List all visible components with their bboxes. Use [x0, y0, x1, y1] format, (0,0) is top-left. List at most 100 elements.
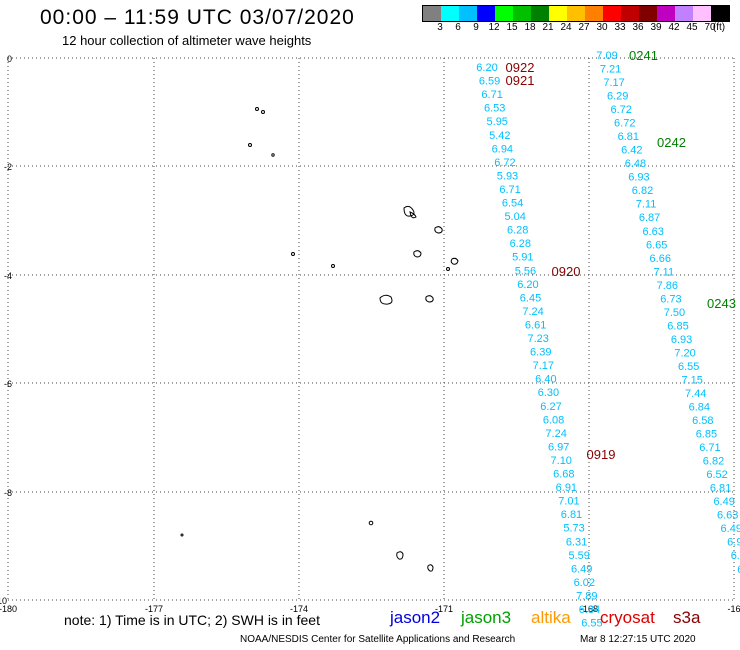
colorbar-swatch: [675, 6, 693, 21]
swh-value: 6.61: [525, 319, 546, 331]
island-outlines: [180, 107, 459, 572]
pass-time-label: 0241: [629, 48, 658, 63]
pass-time-label: 0921: [506, 73, 535, 88]
island: [291, 252, 295, 256]
swh-value: 6.93: [671, 334, 692, 346]
colorbar-label: 3: [437, 22, 443, 33]
swh-value: 5.91: [512, 252, 533, 264]
x-tick-label: -168: [580, 604, 598, 614]
swh-value: 5.04: [504, 211, 525, 223]
colorbar-label: 6: [455, 22, 461, 33]
island: [331, 264, 335, 268]
swh-value: 6.49: [713, 496, 734, 508]
map-title: 00:00 – 11:59 UTC 03/07/2020: [40, 6, 355, 29]
island: [413, 250, 422, 258]
swh-value: 6.97: [548, 441, 569, 453]
colorbar-swatch: [693, 6, 711, 21]
map-subtitle: 12 hour collection of altimeter wave hei…: [62, 33, 312, 48]
pass-time-label: 0920: [552, 264, 581, 279]
swh-value: 6.20: [476, 62, 497, 74]
swh-value: 6.68: [553, 469, 574, 481]
swh-value: 6.49: [721, 523, 740, 535]
swh-value: 5.59: [568, 550, 589, 562]
island: [450, 257, 459, 265]
colorbar-swatch: [657, 6, 675, 21]
swh-value: 6.02: [574, 577, 595, 589]
swh-value: 7.23: [527, 333, 548, 345]
swh-value: 6.82: [632, 185, 653, 197]
pass-time-label: 0922: [506, 60, 535, 75]
y-tick-label: -8: [4, 488, 12, 498]
swh-value: 6.63: [717, 510, 738, 522]
swh-value: 6.54: [502, 198, 523, 210]
colorbar-label: 27: [578, 22, 590, 33]
colorbar-swatch: [567, 6, 585, 21]
swh-value: 5.95: [487, 116, 508, 128]
swh-value: 6.48: [625, 158, 646, 170]
satellite-legend-jason2: jason2: [390, 608, 441, 627]
swh-value: 6.94: [492, 143, 513, 155]
swh-value: 6.59: [479, 76, 500, 88]
legend-note: note: 1) Time is in UTC; 2) SWH is in fe…: [64, 612, 320, 628]
swh-value: 6.29: [607, 91, 628, 103]
swh-value: 7.09: [596, 50, 617, 62]
swh-value: 6.65: [646, 239, 667, 251]
swh-value: 7.86: [657, 280, 678, 292]
colorbar-swatch: [477, 6, 495, 21]
colorbar-label: 33: [614, 22, 626, 33]
swh-value: 6.20: [517, 279, 538, 291]
x-tick-label: -16: [727, 604, 740, 614]
swh-value: 7.10: [551, 455, 572, 467]
pass-time-label: 0919: [587, 447, 616, 462]
colorbar-swatch: [495, 6, 513, 21]
colorbar-label: 36: [632, 22, 644, 33]
swh-value: 5.93: [497, 170, 518, 182]
swh-value: 6.45: [520, 292, 541, 304]
swh-value: 7.24: [545, 428, 566, 440]
swh-value: 6.87: [639, 212, 660, 224]
y-tick-label: -2: [4, 162, 12, 172]
y-tick-label: -4: [4, 271, 12, 281]
colorbar-label: 12: [488, 22, 500, 33]
swh-value: 6.66: [650, 253, 671, 265]
swh-value: 7.17: [533, 360, 554, 372]
swh-value: 6.9: [727, 537, 740, 549]
swh-value: 7.11: [654, 266, 675, 278]
swh-value: 7.01: [558, 496, 579, 508]
swh-value: 6.55: [581, 618, 602, 630]
island: [396, 551, 404, 560]
grid-lines: [7, 57, 735, 601]
island: [180, 533, 184, 537]
x-tick-label: -174: [290, 604, 308, 614]
colorbar-label: 18: [524, 22, 536, 33]
island: [255, 107, 259, 111]
colorbar-swatch: [531, 6, 549, 21]
x-tick-label: -180: [0, 604, 17, 614]
swh-value: 6.58: [692, 415, 713, 427]
island: [271, 153, 275, 157]
swh-value: 6.31: [566, 536, 587, 548]
swh-value: 6.28: [507, 225, 528, 237]
satellite-tracks: 6.206.596.716.535.955.426.946.725.936.71…: [476, 48, 740, 630]
satellite-legend-altika: altika: [531, 608, 571, 627]
swh-value: 6.72: [494, 157, 515, 169]
colorbar-label: 9: [473, 22, 479, 33]
y-tick-label: -6: [4, 379, 12, 389]
swh-value: 6.82: [703, 456, 724, 468]
island: [261, 110, 265, 114]
swh-value: 6.28: [510, 238, 531, 250]
x-tick-label: -177: [145, 604, 163, 614]
colorbar-label: 45: [686, 22, 698, 33]
swh-value: 7.20: [674, 347, 695, 359]
swh-value: 5.56: [515, 265, 536, 277]
swh-value: 6.85: [667, 320, 688, 332]
swh-value: 6.71: [499, 184, 520, 196]
island: [368, 520, 374, 526]
swh-value: 7.89: [576, 590, 597, 602]
swh-value: 6.52: [706, 469, 727, 481]
colorbar-label: 70: [704, 22, 716, 33]
swh-value: 6.81: [618, 131, 639, 143]
colorbar-unit: (ft): [712, 22, 726, 33]
colorbar-label: 39: [650, 22, 662, 33]
